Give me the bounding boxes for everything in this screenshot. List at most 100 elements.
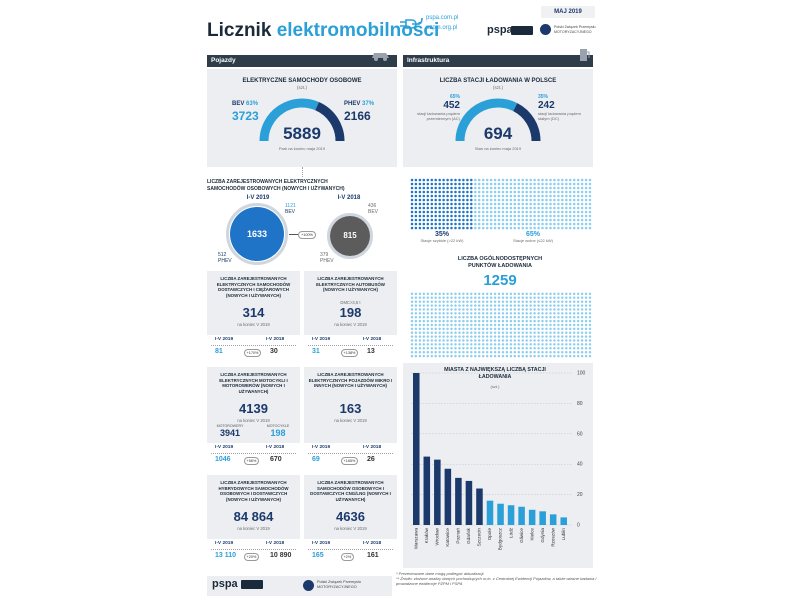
- charging-point-dot: [410, 292, 414, 296]
- charging-point-dot: [533, 331, 536, 335]
- charging-point-dot: [572, 304, 576, 307]
- charging-point-dot: [426, 354, 430, 358]
- station-dot: [430, 182, 434, 186]
- station-dot: [553, 214, 556, 218]
- station-dot: [521, 178, 525, 182]
- charging-point-dot: [588, 308, 592, 311]
- station-dot: [450, 206, 453, 210]
- station-dot: [509, 178, 513, 182]
- stat-card-2019-label: I-V 2019: [312, 445, 331, 450]
- station-dot: [588, 202, 592, 206]
- charging-point-dot: [588, 347, 592, 350]
- registered-2018-total: 815: [343, 231, 357, 240]
- chart-bar: [434, 459, 441, 525]
- charging-point-dot: [561, 308, 564, 311]
- charging-point-dot: [450, 339, 453, 342]
- station-dot: [572, 202, 576, 206]
- pspa-website-link[interactable]: pspa.com.pl: [426, 15, 459, 21]
- charging-point-dot: [568, 292, 572, 296]
- chart-bar: [476, 488, 483, 525]
- ev-cars-gauge: [259, 98, 345, 142]
- station-dot: [418, 202, 422, 206]
- charging-point-dot: [410, 331, 414, 335]
- charging-point-dot: [553, 327, 556, 331]
- station-dot: [430, 186, 434, 190]
- charging-point-dot: [537, 327, 540, 331]
- station-dot: [434, 182, 437, 186]
- stat-card-2018-value: 30: [270, 348, 278, 355]
- station-dot: [493, 206, 497, 210]
- station-dot: [549, 178, 552, 182]
- charging-point-dot: [454, 296, 457, 300]
- charging-point-dot: [434, 308, 437, 311]
- charging-point-dot: [462, 296, 465, 300]
- charging-point-dot: [525, 292, 528, 296]
- charging-station-icon: [580, 49, 590, 61]
- charging-point-dot: [414, 347, 418, 350]
- stat-card-2019-value: 81: [215, 348, 223, 355]
- station-dot: [434, 198, 437, 202]
- charging-point-dot: [426, 296, 430, 300]
- charging-point-dot: [442, 327, 445, 331]
- pzpm-website-link[interactable]: pzpm.org.pl: [426, 25, 458, 31]
- charging-point-dot: [414, 327, 418, 331]
- charging-point-dot: [572, 296, 576, 300]
- station-dot: [505, 202, 509, 206]
- station-dot: [426, 218, 430, 222]
- station-dot: [426, 206, 430, 210]
- station-dot: [580, 226, 584, 230]
- charging-point-dot: [565, 319, 568, 323]
- charging-point-dot: [434, 335, 437, 338]
- chart-x-tick-label: Gdańsk: [466, 527, 471, 544]
- charging-point-dot: [557, 296, 560, 300]
- station-dot: [481, 206, 485, 210]
- charging-point-dot: [438, 350, 441, 354]
- charging-point-dot: [521, 350, 525, 354]
- charging-point-dot: [529, 296, 532, 300]
- station-dot: [438, 178, 441, 182]
- charging-point-dot: [477, 300, 481, 303]
- charging-point-dot: [525, 327, 528, 331]
- station-dot: [426, 182, 430, 186]
- charging-point-dot: [545, 347, 548, 350]
- station-dot: [572, 198, 576, 202]
- station-dot: [497, 214, 501, 218]
- station-dot: [442, 222, 445, 226]
- charging-stations-gauge: [455, 98, 541, 142]
- charging-point-dot: [545, 304, 548, 307]
- charging-point-dot: [557, 343, 560, 346]
- charging-point-dot: [501, 354, 505, 358]
- charging-point-dot: [497, 335, 501, 338]
- stat-card-subtitle: DMC>3,5 t: [340, 300, 361, 305]
- charging-point-dot: [418, 292, 422, 296]
- charging-point-dot: [450, 312, 453, 315]
- station-dot: [485, 218, 489, 222]
- station-dot: [414, 218, 418, 222]
- station-dot: [410, 178, 414, 182]
- charging-point-dot: [553, 343, 556, 346]
- station-dot: [509, 222, 513, 226]
- stat-card: LICZBA ZAREJESTROWANYCH ELEKTRYCZNYCH AU…: [304, 271, 397, 363]
- station-dot: [493, 210, 497, 214]
- charging-point-dot: [446, 354, 449, 358]
- charging-point-dot: [537, 296, 540, 300]
- charging-point-dot: [422, 319, 426, 323]
- station-dot: [474, 210, 477, 214]
- station-dot: [430, 210, 434, 214]
- station-dot: [485, 226, 489, 230]
- stat-card-title: LICZBA ZAREJESTROWANYCH SAMOCHODÓW OSOBO…: [310, 480, 391, 502]
- charging-point-dot: [568, 315, 572, 319]
- charging-point-dot: [462, 292, 465, 296]
- charging-point-dot: [545, 339, 548, 342]
- station-dot: [489, 182, 493, 186]
- station-dot: [489, 186, 493, 190]
- charging-point-dot: [426, 335, 430, 338]
- charging-point-dot: [501, 339, 505, 342]
- station-dot: [521, 182, 525, 186]
- stat-card-panel: [207, 271, 300, 335]
- charging-point-dot: [434, 304, 437, 307]
- charging-point-dot: [525, 319, 528, 323]
- charging-point-dot: [509, 350, 513, 354]
- charging-point-dot: [529, 343, 532, 346]
- station-dot: [501, 206, 505, 210]
